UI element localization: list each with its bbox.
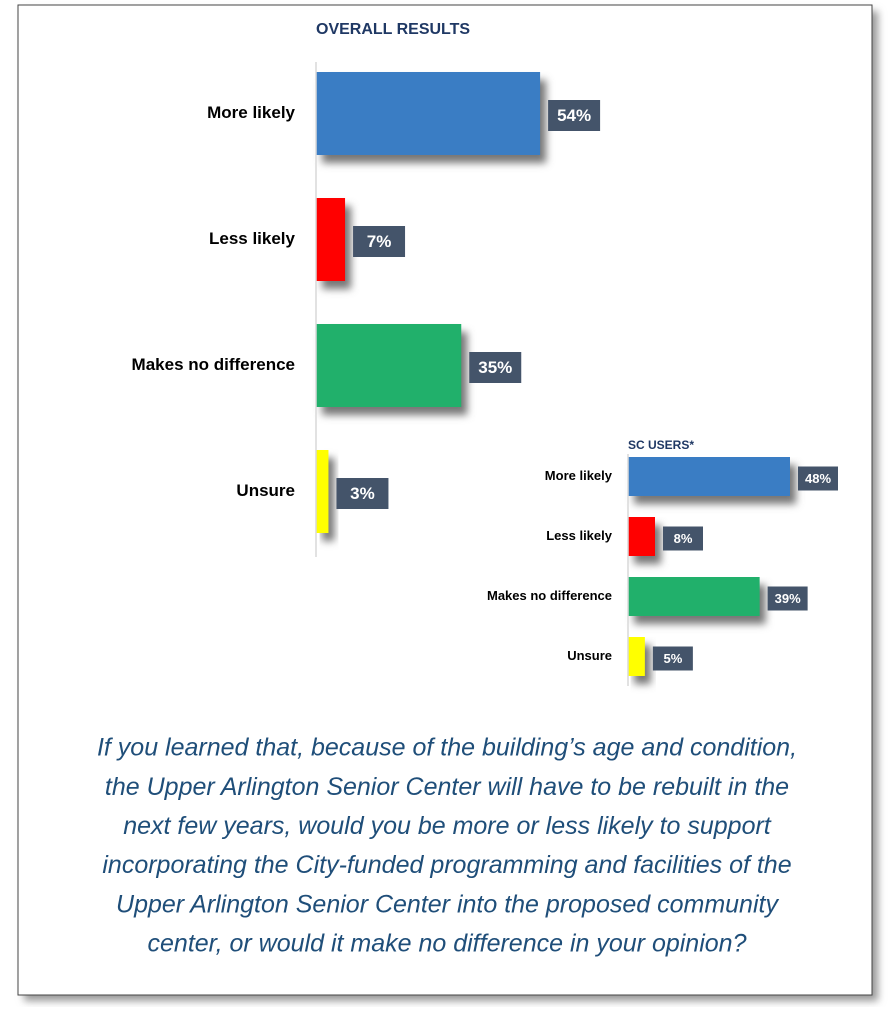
value-label-box <box>663 526 703 551</box>
value-label: 3% <box>350 484 375 503</box>
value-label-box <box>548 100 601 131</box>
question-line: If you learned that, because of the buil… <box>97 734 797 762</box>
value-label: 8% <box>674 531 693 546</box>
category-label: More likely <box>545 468 613 483</box>
question-line: center, or would it make no difference i… <box>148 930 747 958</box>
value-label-box <box>767 586 808 611</box>
value-label: 54% <box>557 106 591 125</box>
question-line: Upper Arlington Senior Center into the p… <box>116 890 779 918</box>
category-label: Makes no difference <box>132 355 295 374</box>
value-label-box <box>469 352 522 383</box>
value-label: 7% <box>367 232 392 251</box>
question-line: the Upper Arlington Senior Center will h… <box>105 773 789 801</box>
category-label: Less likely <box>209 229 296 248</box>
bar <box>316 198 346 281</box>
value-label: 48% <box>805 471 831 486</box>
value-label-box <box>798 466 838 491</box>
charts: OVERALL RESULTS More likely 54% Less likely… <box>132 21 838 686</box>
question-line: next few years, would you be more or les… <box>123 812 772 840</box>
value-label-box <box>336 478 389 509</box>
value-label: 35% <box>478 358 512 377</box>
chart-title: SC USERS* <box>628 438 694 452</box>
value-label: 5% <box>663 651 682 666</box>
category-label: More likely <box>207 103 295 122</box>
category-label: Less likely <box>546 528 613 543</box>
bar <box>628 637 645 676</box>
bar <box>316 72 541 155</box>
bar <box>316 324 462 407</box>
question-line: incorporating the City-funded programmin… <box>102 851 791 879</box>
bar <box>628 577 760 616</box>
bar <box>316 450 329 533</box>
value-label-box <box>652 646 693 671</box>
question: If you learned that, because of the buil… <box>97 734 797 958</box>
category-label: Makes no difference <box>487 588 612 603</box>
category-label: Unsure <box>236 481 295 500</box>
value-label-box <box>353 226 406 257</box>
value-label: 39% <box>775 591 801 606</box>
category-label: Unsure <box>567 648 612 663</box>
chart-title: OVERALL RESULTS <box>316 21 470 38</box>
bar <box>628 517 655 556</box>
bar <box>628 457 790 496</box>
